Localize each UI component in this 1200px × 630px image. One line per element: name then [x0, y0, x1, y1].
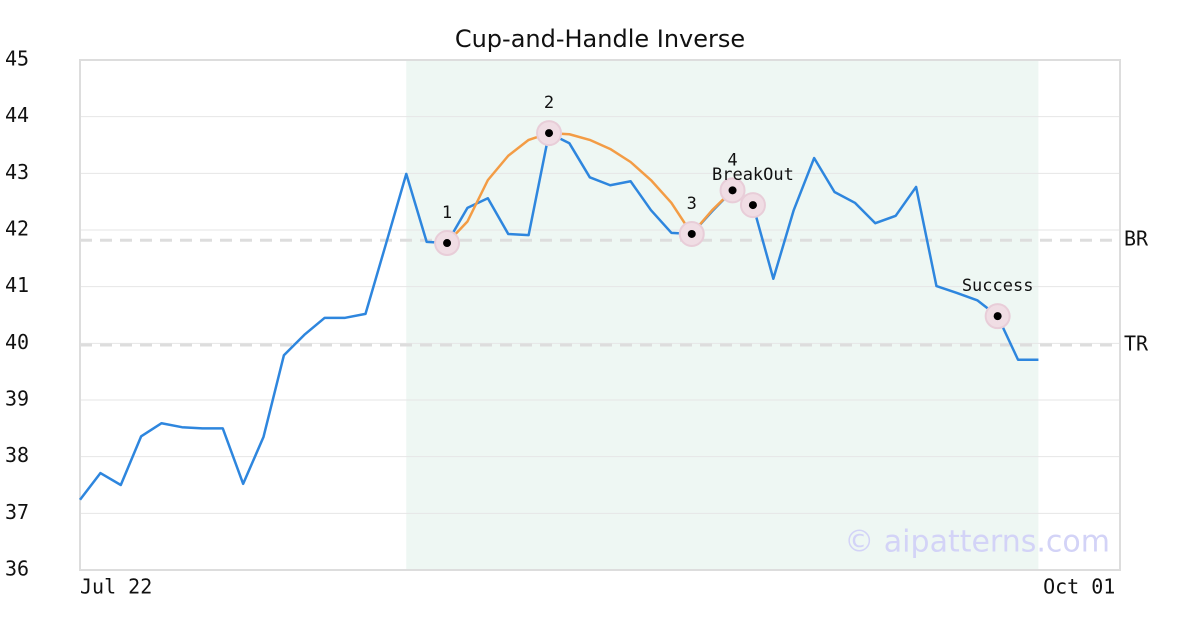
chart-title: Cup-and-Handle Inverse [455, 25, 745, 53]
marker-dot [748, 201, 757, 210]
y-tick-label: 44 [5, 103, 29, 127]
marker-label: Success [962, 276, 1034, 296]
x-tick-label: Jul 22 [80, 575, 152, 599]
marker-dot [728, 186, 737, 195]
y-tick-label: 36 [5, 557, 29, 581]
y-tick-label: 39 [5, 387, 29, 411]
x-tick-label: Oct 01 [1043, 575, 1115, 599]
watermark: © aipatterns.com [844, 525, 1110, 560]
marker-dot [993, 312, 1002, 321]
y-tick-label: 42 [5, 217, 29, 241]
marker-label: 1 [442, 203, 452, 223]
marker-label: 4 [727, 150, 737, 170]
y-tick-label: 45 [5, 47, 29, 71]
marker-label: 2 [544, 93, 554, 113]
y-tick-label: 37 [5, 500, 29, 524]
level-label: BR [1124, 227, 1149, 251]
marker-dot [545, 129, 554, 138]
y-tick-label: 40 [5, 330, 29, 354]
pattern-region [406, 60, 1039, 570]
marker-dot [443, 239, 452, 248]
marker-label: BreakOut [712, 165, 794, 185]
level-label: TR [1124, 332, 1149, 356]
marker-dot [687, 229, 696, 238]
y-tick-label: 38 [5, 443, 29, 467]
marker-label: 3 [687, 194, 697, 214]
plot-frame [79, 59, 1121, 571]
y-tick-label: 41 [5, 273, 29, 297]
y-tick-label: 43 [5, 160, 29, 184]
